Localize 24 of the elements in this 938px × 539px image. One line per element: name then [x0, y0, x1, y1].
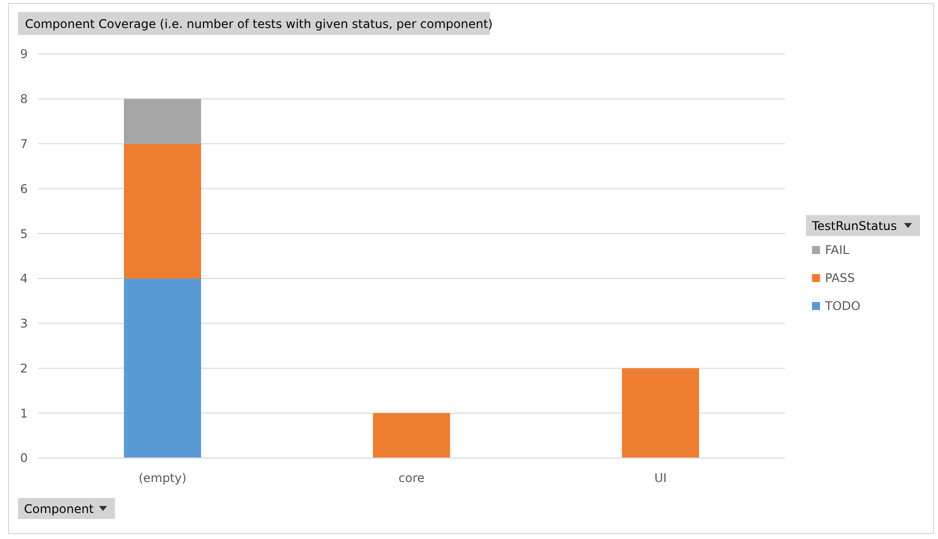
y-tick-label: 5: [20, 226, 28, 241]
y-tick-label: 6: [20, 182, 28, 196]
x-tick-label: (empty): [138, 471, 186, 485]
legend-label: FAIL: [825, 243, 850, 257]
y-tick-label: 1: [20, 406, 28, 420]
bar: [124, 144, 202, 278]
y-tick-label: 0: [20, 451, 28, 466]
legend-label: TODO: [824, 299, 860, 313]
legend-title: TestRunStatus: [811, 219, 897, 233]
x-axis-title: Component: [24, 502, 94, 516]
y-tick-label: 2: [20, 361, 28, 376]
chart-title: Component Coverage (i.e. number of tests with given status, per component): [25, 17, 493, 31]
bar: [124, 98, 202, 144]
x-tick-label: core: [398, 471, 424, 485]
y-tick-label: 7: [20, 136, 28, 151]
y-tick-label: 9: [20, 47, 28, 62]
y-tick-label: 3: [20, 316, 28, 331]
x-tick-label: UI: [654, 471, 667, 485]
y-tick-label: 8: [20, 92, 28, 106]
legend-label: PASS: [825, 271, 855, 285]
y-tick-label: 4: [20, 272, 28, 286]
bar: [622, 368, 700, 458]
bar: [372, 413, 450, 458]
bar: [124, 278, 202, 458]
